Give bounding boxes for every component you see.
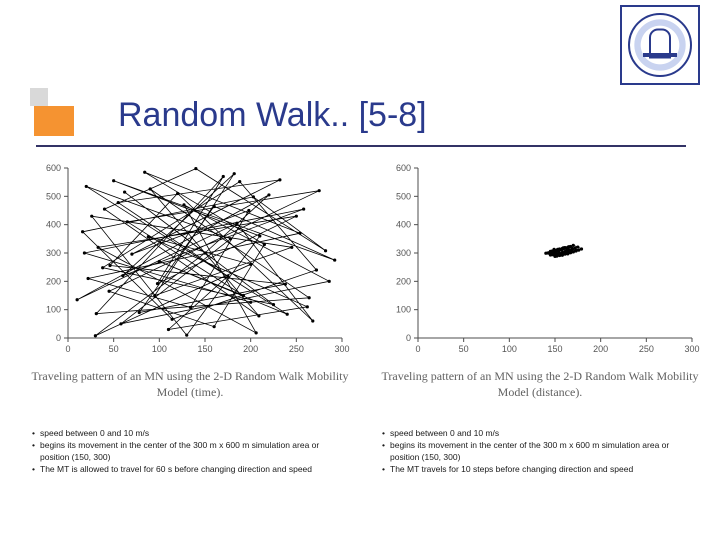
- title-underline: [36, 145, 686, 147]
- svg-text:600: 600: [396, 163, 411, 173]
- svg-text:100: 100: [396, 305, 411, 315]
- chart-left-caption: Traveling pattern of an MN using the 2-D…: [30, 368, 350, 400]
- svg-text:100: 100: [152, 344, 167, 354]
- decor-square-small: [30, 88, 48, 106]
- svg-text:200: 200: [46, 276, 61, 286]
- svg-text:0: 0: [406, 333, 411, 343]
- svg-text:400: 400: [46, 220, 61, 230]
- svg-text:500: 500: [396, 191, 411, 201]
- charts-row: 0501001502002503000100200300400500600 Tr…: [30, 160, 690, 400]
- svg-text:300: 300: [396, 248, 411, 258]
- svg-text:50: 50: [459, 344, 469, 354]
- svg-text:100: 100: [46, 305, 61, 315]
- svg-text:100: 100: [502, 344, 517, 354]
- notes-row: speed between 0 and 10 m/sbegins its mov…: [30, 428, 690, 477]
- logo-seal: [628, 13, 692, 77]
- notes-item: begins its movement in the center of the…: [380, 440, 690, 463]
- notes-item: The MT travels for 10 steps before chang…: [380, 464, 690, 475]
- svg-text:0: 0: [65, 344, 70, 354]
- university-logo: [620, 5, 700, 85]
- svg-text:300: 300: [334, 344, 349, 354]
- svg-text:500: 500: [46, 191, 61, 201]
- svg-text:300: 300: [46, 248, 61, 258]
- notes-left: speed between 0 and 10 m/sbegins its mov…: [30, 428, 340, 477]
- notes-right: speed between 0 and 10 m/sbegins its mov…: [380, 428, 690, 477]
- decor-square-orange: [34, 106, 74, 136]
- chart-left: 0 50 100 150 200 250 300 0 100 200 300 400 500 600: [30, 160, 350, 360]
- svg-text:0: 0: [56, 333, 61, 343]
- chart-right-caption: Traveling pattern of an MN using the 2-D…: [380, 368, 700, 400]
- svg-text:300: 300: [684, 344, 699, 354]
- svg-text:200: 200: [243, 344, 258, 354]
- title-bar: Random Walk.. [5-8]: [30, 96, 690, 135]
- svg-text:250: 250: [289, 344, 304, 354]
- svg-text:400: 400: [396, 220, 411, 230]
- svg-text:0: 0: [415, 344, 420, 354]
- chart-right-svg: 0 50 100 150 200 250 300 0 100 200 300 400 500 600: [380, 160, 700, 360]
- chart-right: 0 50 100 150 200 250 300 0 100 200 300 400 500 600: [380, 160, 700, 360]
- notes-item: begins its movement in the center of the…: [30, 440, 340, 463]
- svg-text:50: 50: [109, 344, 119, 354]
- svg-text:250: 250: [639, 344, 654, 354]
- notes-item: speed between 0 and 10 m/s: [30, 428, 340, 439]
- svg-text:150: 150: [197, 344, 212, 354]
- chart-left-wrap: 0 50 100 150 200 250 300 0 100 200 300 400 500 600 Tr…: [30, 160, 350, 400]
- notes-item: The MT is allowed to travel for 60 s bef…: [30, 464, 340, 475]
- title-block: Random Walk.. [5-8]: [30, 96, 690, 147]
- svg-text:200: 200: [593, 344, 608, 354]
- svg-text:150: 150: [547, 344, 562, 354]
- chart-left-svg: 0 50 100 150 200 250 300 0 100 200 300 400 500 600: [30, 160, 350, 360]
- notes-item: speed between 0 and 10 m/s: [380, 428, 690, 439]
- svg-text:600: 600: [46, 163, 61, 173]
- chart-right-wrap: 0 50 100 150 200 250 300 0 100 200 300 400 500 600 Tr…: [380, 160, 700, 400]
- page-title: Random Walk.. [5-8]: [118, 96, 427, 135]
- svg-text:200: 200: [396, 276, 411, 286]
